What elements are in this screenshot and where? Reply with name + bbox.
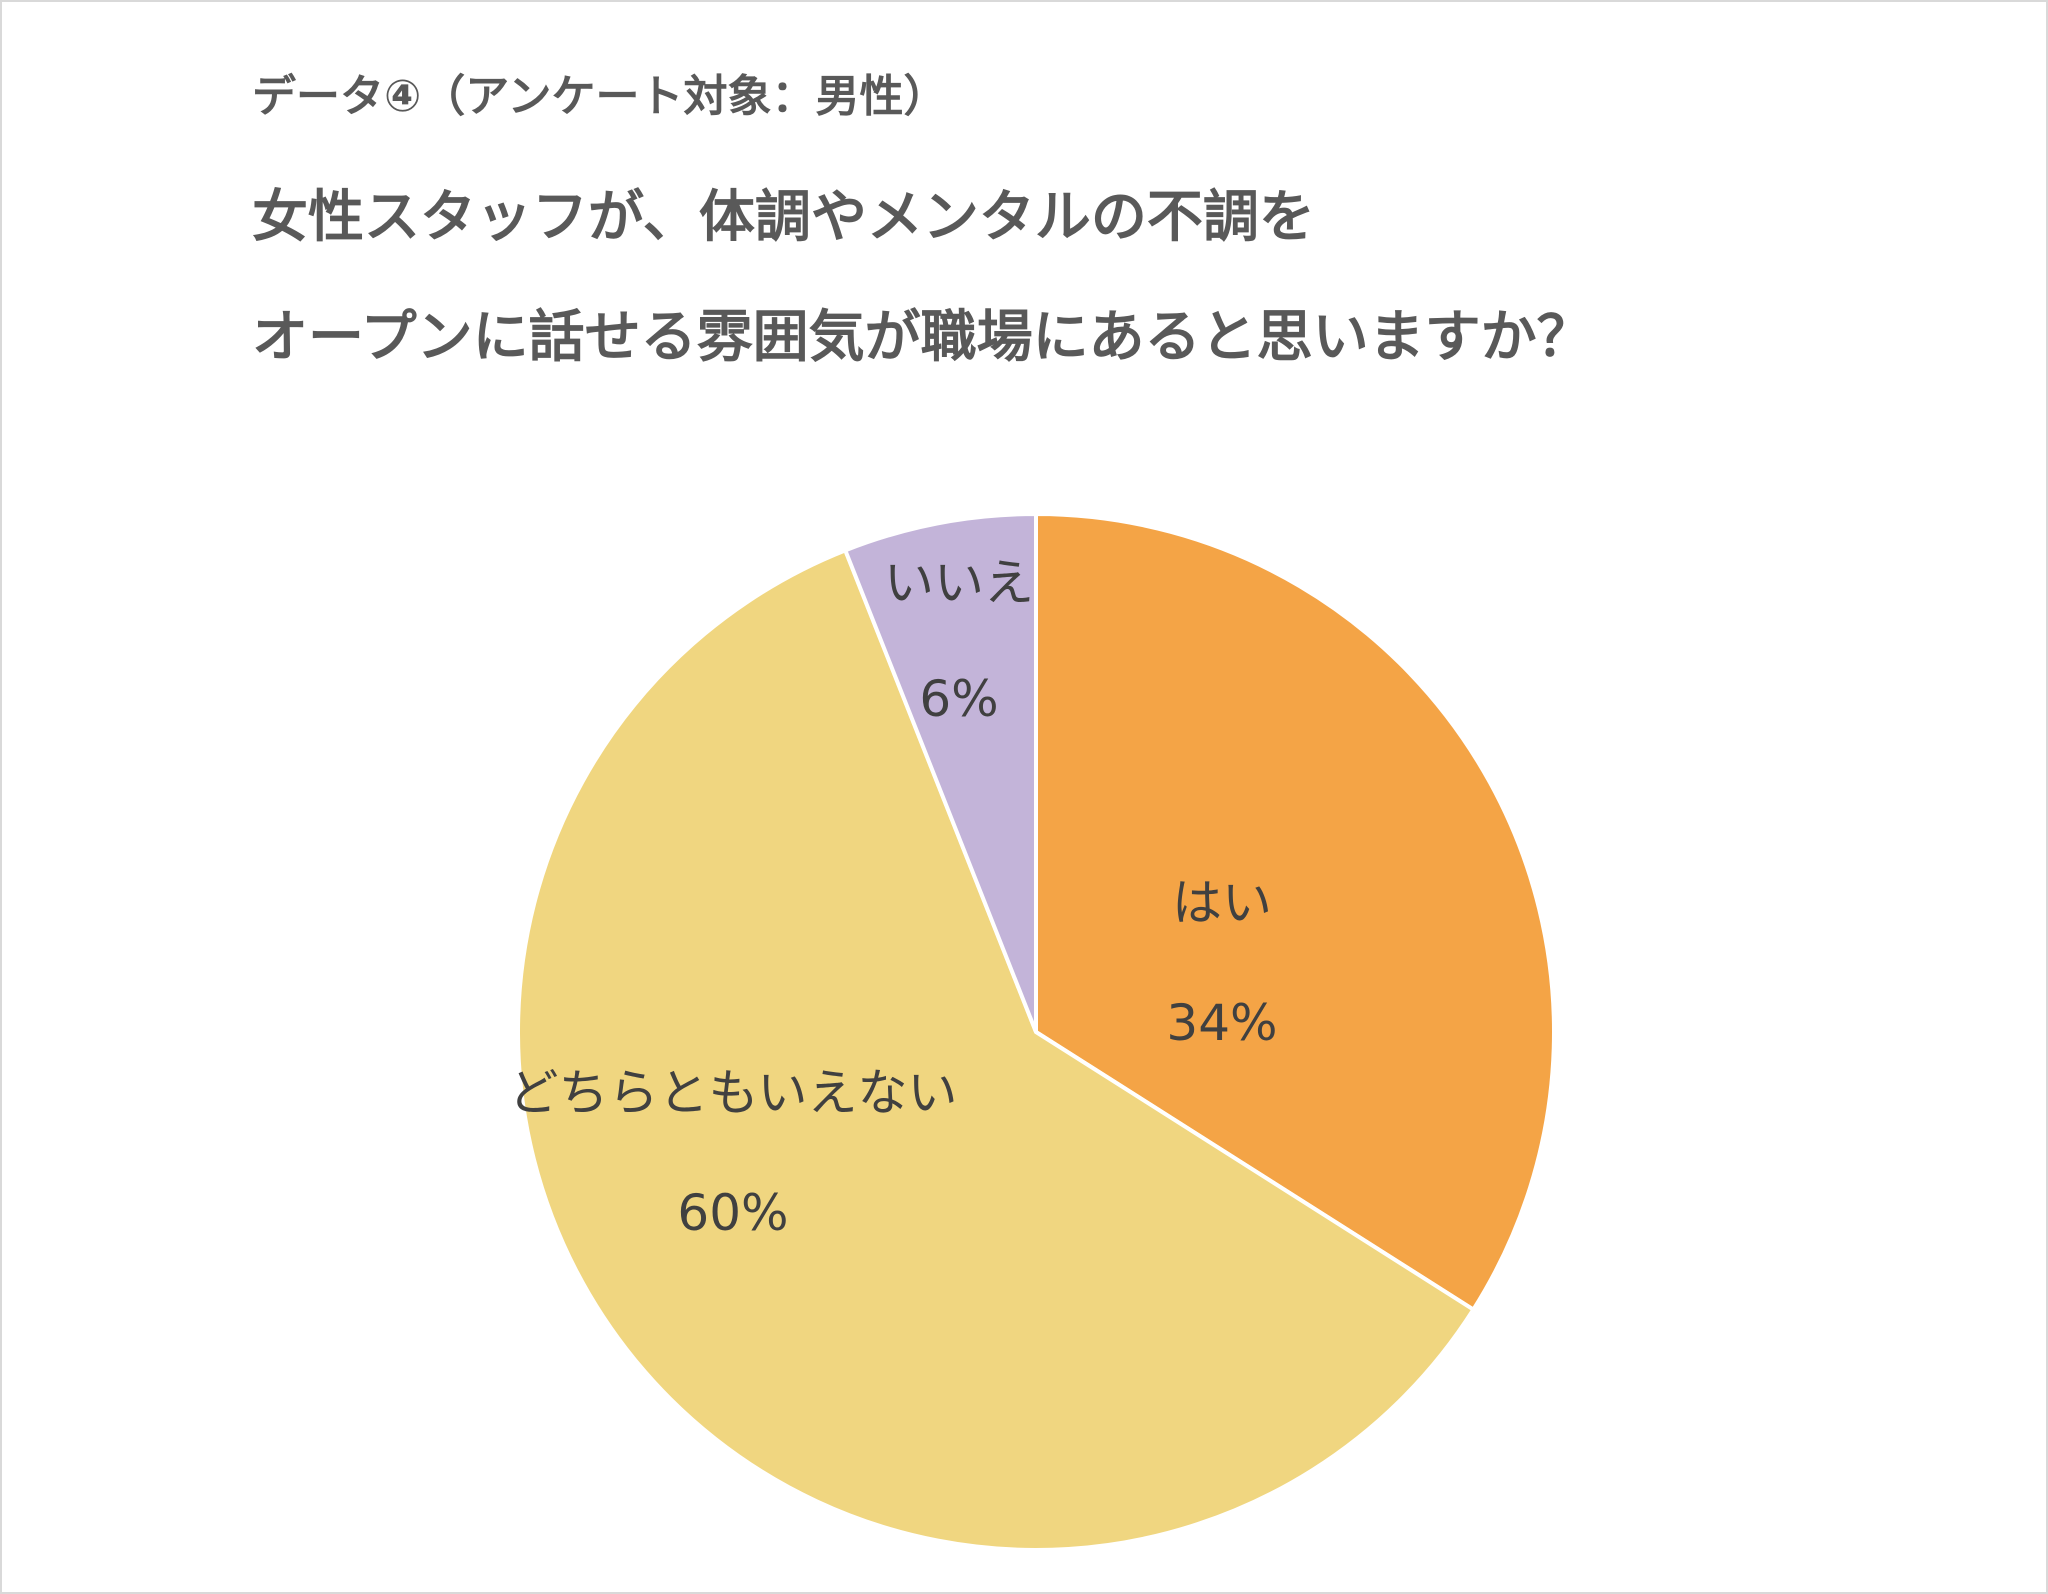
slice-value-label-2: 60%	[677, 1184, 788, 1242]
pie-slice-1	[1034, 511, 1556, 1313]
pie-slice-2	[516, 547, 1477, 1552]
chart-title-line-1: 女性スタッフが、体調やメンタルの不調を	[252, 185, 1315, 250]
slice-label-2: どちらともいえない	[509, 1064, 958, 1122]
slice-value-label-3: 6%	[919, 670, 998, 728]
slice-value-label-1: 34%	[1166, 994, 1277, 1052]
pie-slices	[516, 511, 1556, 1552]
chart-subtitle: データ④（アンケート対象：男性）	[252, 71, 948, 122]
pie-labels: はい 34% どちらともいえない 60% いいえ 6%	[509, 554, 1278, 1242]
pie-slice-3	[842, 511, 1038, 1033]
slice-label-1: はい	[1172, 874, 1272, 932]
slice-label-3: いいえ	[884, 554, 1034, 612]
chart-title-line-2: オープンに話せる雰囲気が職場にあると思いますか？	[252, 305, 1593, 370]
